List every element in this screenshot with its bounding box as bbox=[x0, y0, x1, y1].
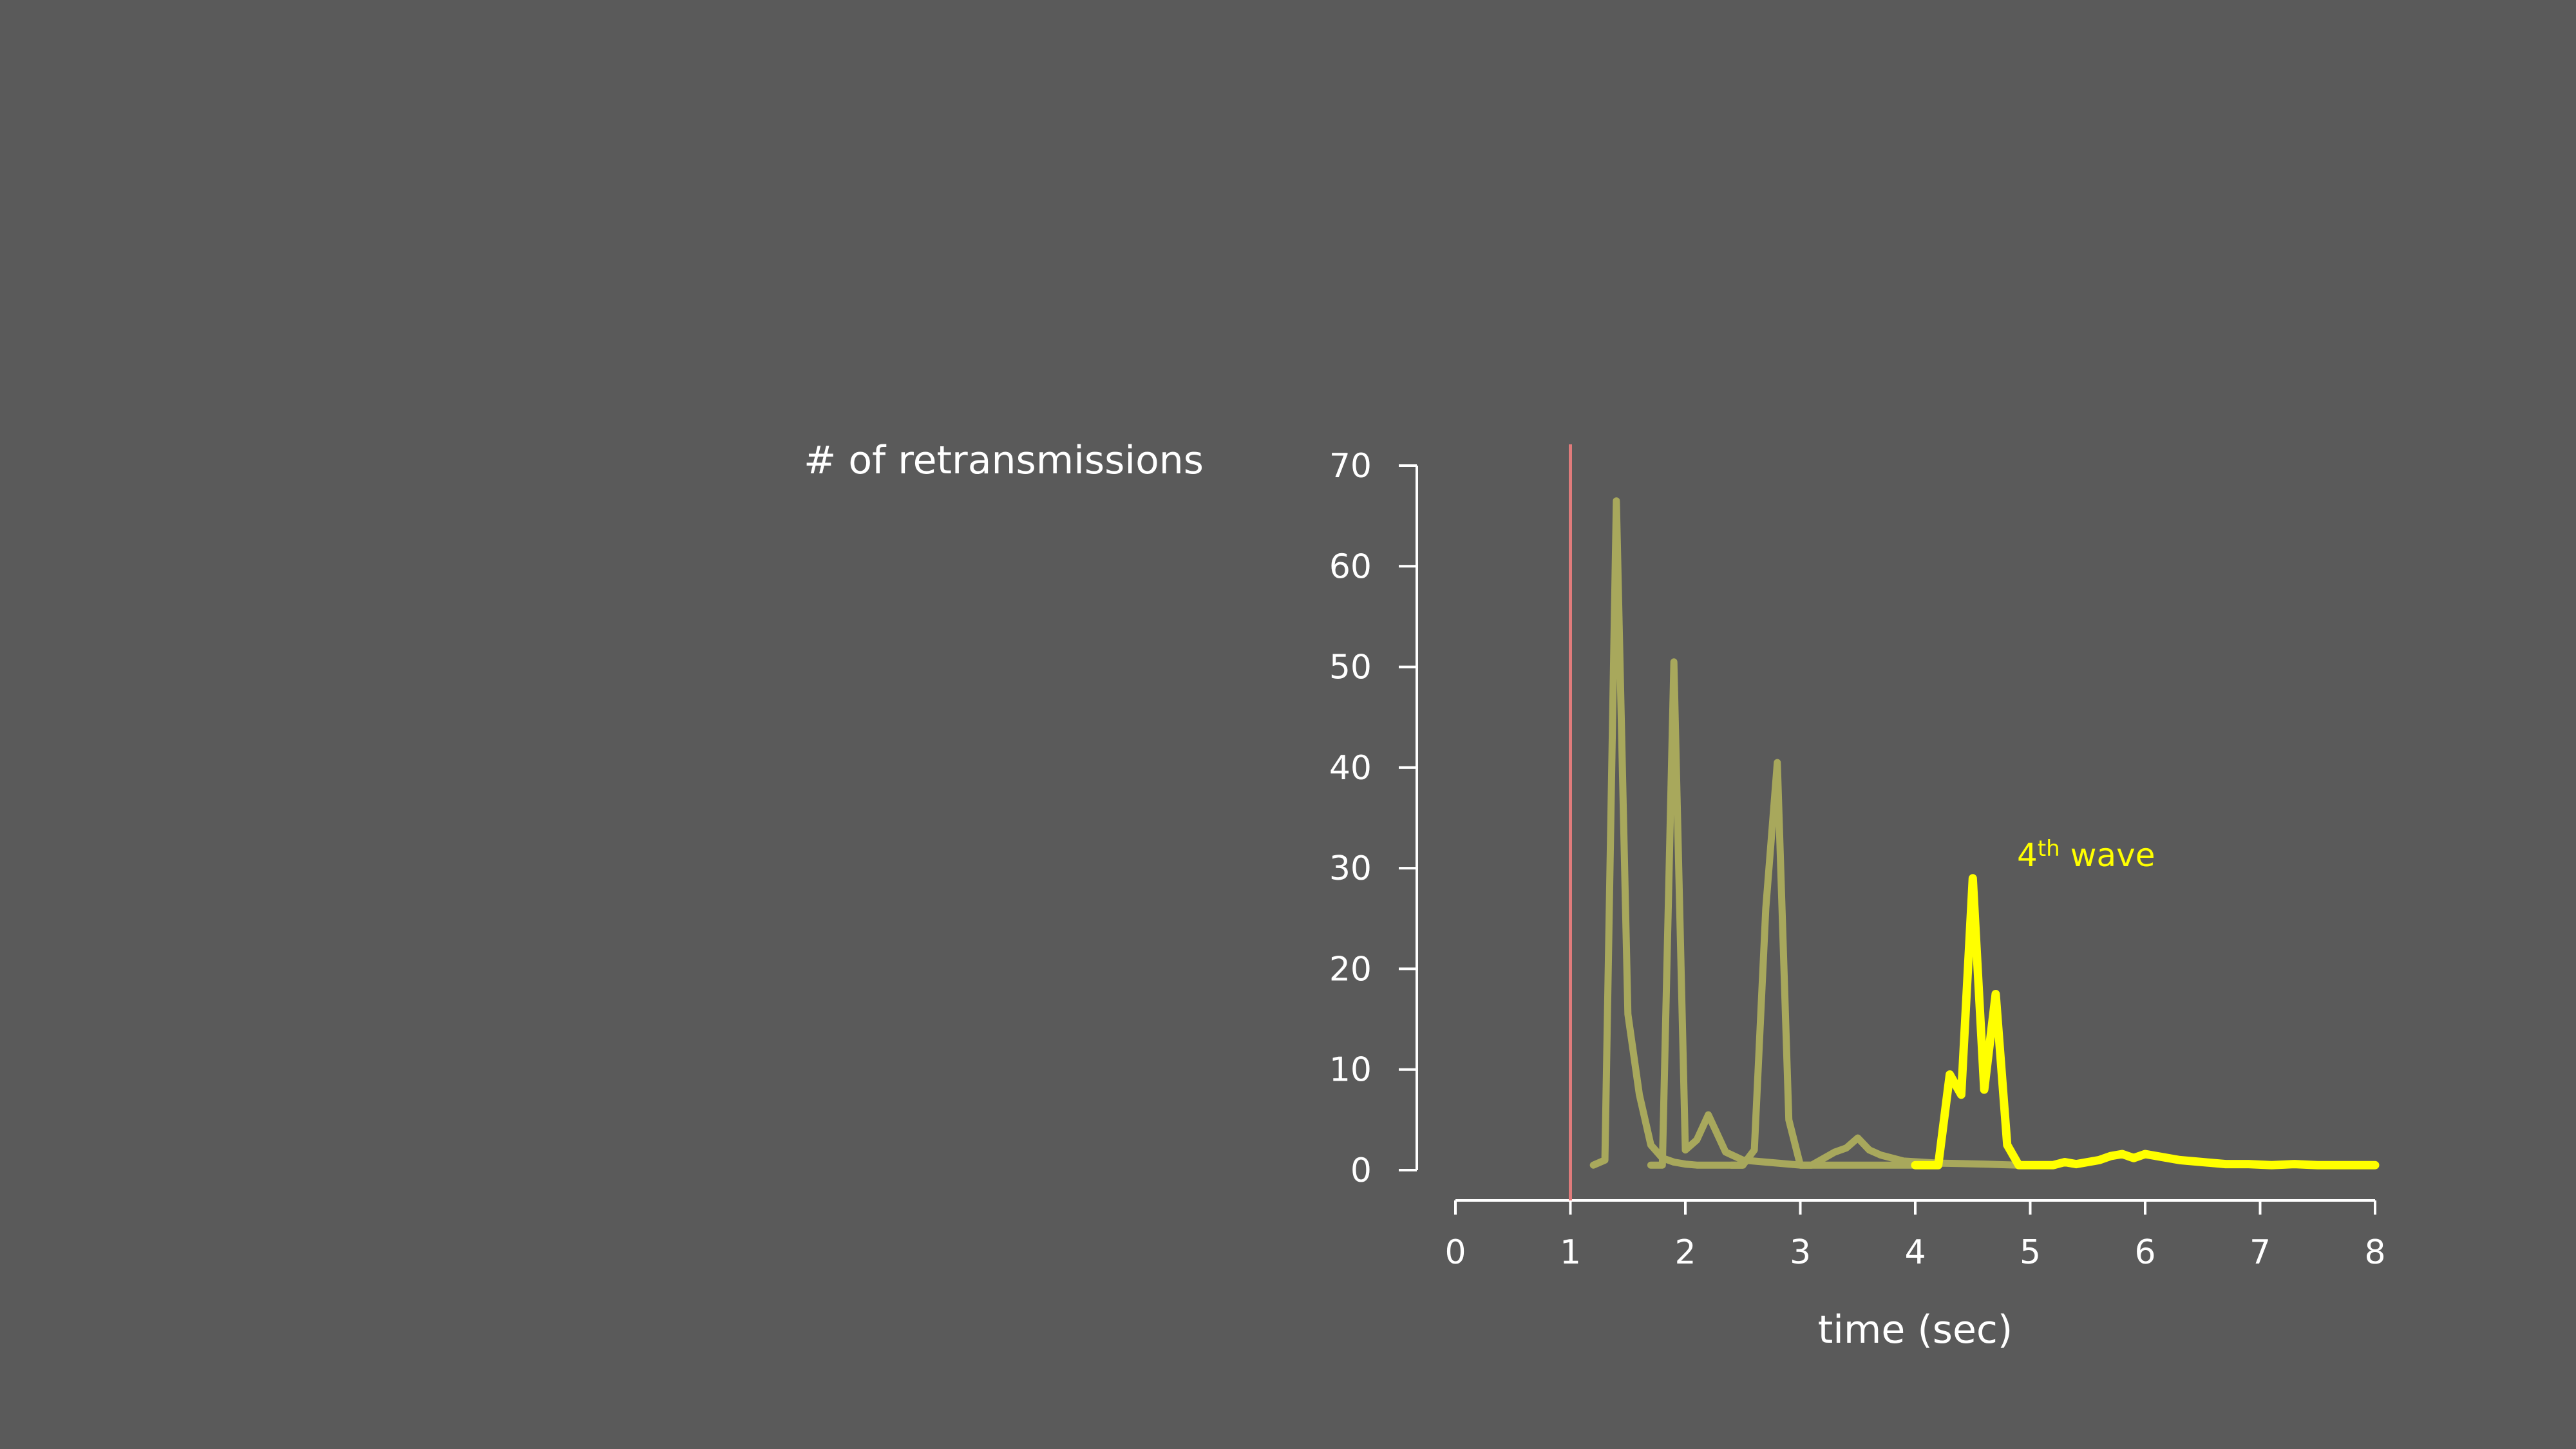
x-tick-label: 8 bbox=[2364, 1233, 2385, 1272]
y-tick-label: 50 bbox=[1329, 649, 1372, 687]
x-tick-label: 5 bbox=[2020, 1233, 2041, 1272]
y-tick-label: 10 bbox=[1329, 1051, 1372, 1090]
x-tick-label: 6 bbox=[2134, 1233, 2155, 1272]
y-tick-label: 60 bbox=[1329, 547, 1372, 586]
wave-4-line bbox=[1911, 874, 2380, 1170]
wave-1-line bbox=[1589, 497, 1747, 1169]
series-lines bbox=[1589, 497, 2380, 1170]
axis-labels: 0 1 2 3 4 5 6 7 8 0 10 20 30 40 50 60 70 time (sec) 4th wa… bbox=[1329, 447, 2386, 1352]
x-tick-label: 2 bbox=[1674, 1233, 1696, 1272]
y-tick-label: 30 bbox=[1329, 849, 1372, 888]
x-tick-label: 0 bbox=[1444, 1233, 1466, 1272]
y-tick-label: 40 bbox=[1329, 749, 1372, 788]
x-tick-label: 4 bbox=[1904, 1233, 1926, 1272]
y-tick-label: 70 bbox=[1329, 447, 1372, 486]
y-axis-title: # of retransmissions bbox=[804, 438, 1204, 483]
y-tick-label: 20 bbox=[1329, 950, 1372, 989]
x-tick-label: 7 bbox=[2249, 1233, 2271, 1272]
x-tick-label: 1 bbox=[1560, 1233, 1581, 1272]
axes bbox=[1399, 444, 2376, 1215]
y-tick-label: 0 bbox=[1350, 1151, 1372, 1190]
x-tick-label: 3 bbox=[1790, 1233, 1811, 1272]
wave-annotation: 4th wave bbox=[2017, 836, 2155, 874]
x-axis-title: time (sec) bbox=[1818, 1307, 2013, 1352]
